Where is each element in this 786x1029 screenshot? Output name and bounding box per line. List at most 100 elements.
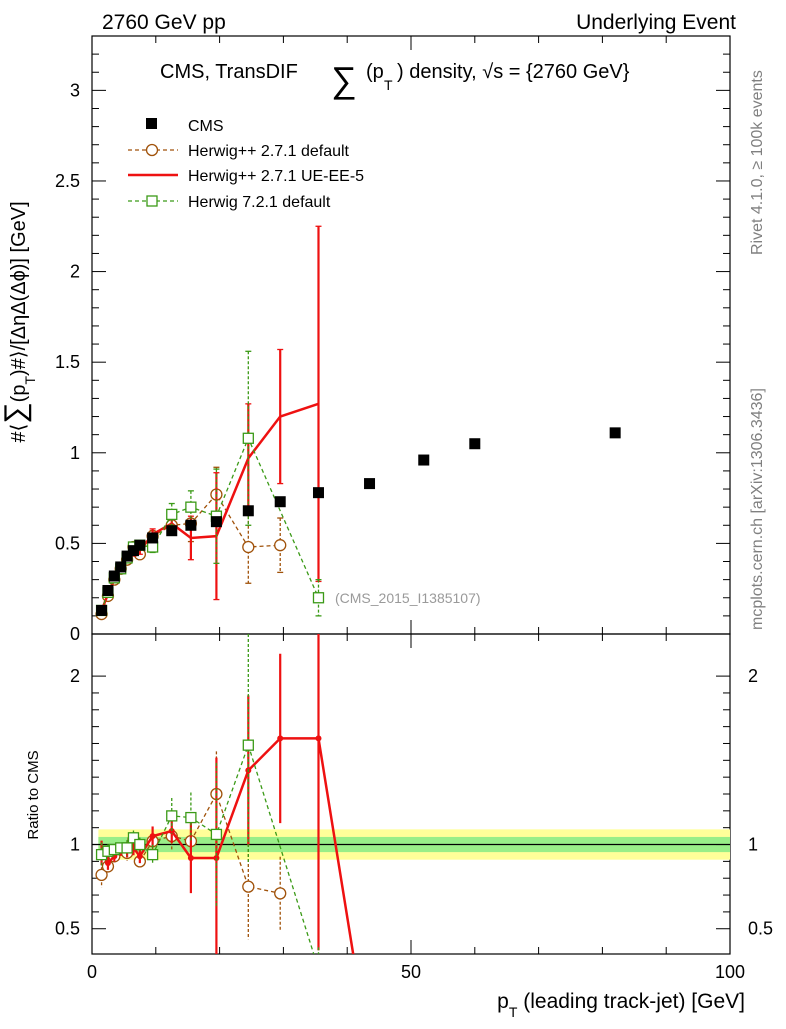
ratio-tick-label-left: 0.5: [55, 919, 80, 939]
ratio-herwig7-point: [166, 810, 178, 822]
herwig7-point: [242, 432, 254, 444]
y-axis-label: #⟨∑(pT)#⟩/[ΔηΔ(Δϕ)] [GeV]: [0, 201, 38, 442]
legend-label-herwig7: Herwig 7.2.1 default: [188, 194, 331, 211]
cms-data-point: [127, 545, 139, 557]
cms-data-point: [312, 487, 324, 499]
rivet-label: Rivet 4.1.0, ≥ 100k events: [749, 70, 766, 255]
cms-data-point: [96, 604, 108, 616]
ratio-ueee5-point: [277, 735, 284, 742]
cms-data-point: [609, 427, 621, 439]
ratio-herwig7-point: [134, 838, 146, 851]
legend-label-herwigpp-default: Herwig++ 2.7.1 default: [188, 143, 350, 160]
ylabel-a: #⟨: [8, 424, 30, 443]
ratio-herwig7-point: [313, 964, 323, 974]
herwig7-point: [146, 541, 159, 553]
ratio-herwigpp-default-point: [274, 887, 287, 900]
svg-text:pT (leading track-jet) [GeV]: pT (leading track-jet) [GeV]: [497, 990, 745, 1020]
ratio-y-label: Ratio to CMS: [25, 750, 42, 839]
ratio-tick-label-right: 1: [748, 835, 758, 855]
mcplots-label: mcplots.cern.ch [arXiv:1306.3436]: [749, 388, 766, 630]
legend-label-herwigpp-ueee5: Herwig++ 2.7.1 UE-EE-5: [188, 168, 364, 185]
y-tick-label: 3: [70, 80, 80, 100]
ratio-herwig7-point: [127, 832, 140, 844]
ylabel-c: )#⟩/[ΔηΔ(Δϕ)] [GeV]: [8, 201, 30, 376]
cms-data-point: [115, 561, 127, 573]
ratio-tick-label-left: 1: [70, 835, 80, 855]
ratio-panel-frame: [91, 633, 731, 955]
legend-marker-herwig7: [146, 195, 158, 207]
ratio-uncertainty-band: [92, 829, 730, 860]
cms-data-point: [469, 438, 481, 450]
ratio-ueee5-point: [168, 828, 175, 835]
ratio-clipped-group: [95, 634, 355, 974]
xlabel-sub: T: [509, 1004, 518, 1020]
ratio-herwig7-point: [210, 828, 223, 841]
ratio-ueee5-point: [315, 735, 322, 742]
ratio-herwig7-point: [146, 848, 159, 861]
ratio-series-group: [95, 634, 355, 974]
y-tick-label: 0: [70, 624, 80, 644]
ratio-tick-label-left: 2: [70, 666, 80, 686]
header-right: Underlying Event: [576, 11, 736, 34]
title-sub: T: [384, 77, 393, 93]
herwigpp-default-point: [274, 539, 287, 552]
cms-data-point: [364, 478, 376, 490]
ratio-ueee5-point: [149, 833, 156, 840]
y-tick-label: 1.5: [55, 352, 80, 372]
xlabel-p: p: [497, 990, 509, 1013]
series-line-2: [100, 436, 320, 611]
svg-text:CMS, TransDIF: CMS, TransDIF: [160, 61, 298, 83]
cms-data-point: [121, 550, 133, 562]
herwig7-point: [166, 508, 178, 521]
legend-marker-herwigpp-default: [145, 143, 159, 157]
y-tick-label: 1: [70, 443, 80, 463]
y-tick-label: 2: [70, 262, 80, 282]
ratio-tick-label-right: 0.5: [748, 919, 773, 939]
x-tick-label: 50: [401, 962, 421, 982]
ratio-ueee5-point: [136, 853, 143, 860]
cms-data-point: [210, 516, 222, 528]
cms-data-point: [147, 532, 159, 544]
ratio-herwigpp-default-point: [242, 880, 255, 893]
ratio-ueee5-point: [187, 855, 194, 861]
herwig7-point: [185, 501, 197, 513]
legend: CMS Herwig++ 2.7.1 default Herwig++ 2.7.…: [128, 118, 364, 211]
herwig7-point: [312, 592, 325, 604]
x-tick-label: 100: [715, 962, 745, 982]
xlabel-rest: (leading track-jet) [GeV]: [517, 990, 745, 1013]
svg-text:#⟨∑(pT)#⟩/[ΔηΔ(Δϕ)] [GeV]: #⟨∑(pT)#⟩/[ΔηΔ(Δϕ)] [GeV]: [0, 201, 38, 442]
main-series-group: [95, 225, 621, 621]
title-suffix: ) density, √s = {2760 GeV}: [397, 61, 630, 83]
herwigpp-default-point: [242, 540, 255, 554]
ylabel-b: (p: [8, 385, 30, 403]
title-pt: (p: [366, 61, 384, 83]
title-prefix: CMS, TransDIF: [160, 61, 298, 83]
cms-data-point: [418, 454, 430, 466]
sum-glyph-ylabel: ∑: [0, 402, 32, 423]
cms-data-point: [166, 525, 178, 537]
chart-title: CMS, TransDIF ∑ (p T ) density, √s = {27…: [160, 59, 630, 100]
cms-data-point: [242, 505, 254, 517]
y-tick-label: 2.5: [55, 171, 80, 191]
axis-ticks: 0 50 100 0 0.5 1 1.5 2 2.5 3 0.5 0.5 1 1 2 2: [55, 36, 773, 982]
cms-data-point: [134, 539, 146, 551]
cms-data-point: [102, 585, 114, 597]
ratio-tick-label-right: 2: [748, 666, 758, 686]
legend-label-cms: CMS: [188, 118, 224, 135]
ratio-herwig7-point: [242, 739, 254, 751]
series-line-1: [100, 402, 319, 611]
ratio-herwig7-point: [185, 811, 197, 824]
svg-text:(p: (p: [366, 61, 384, 83]
ratio-ueee5-point: [213, 855, 220, 861]
ratio-ueee5-point: [104, 860, 111, 867]
cms-data-point: [108, 570, 120, 582]
cms-data-point: [274, 496, 286, 508]
legend-marker-cms: [146, 118, 157, 129]
cms-data-point: [185, 519, 197, 531]
x-tick-label: 0: [87, 962, 97, 982]
y-tick-label: 0.5: [55, 533, 80, 553]
ratio-herwig7-point: [121, 842, 133, 854]
ylabel-sub: T: [22, 376, 38, 385]
ratio-herwigpp-default-point: [95, 868, 108, 881]
